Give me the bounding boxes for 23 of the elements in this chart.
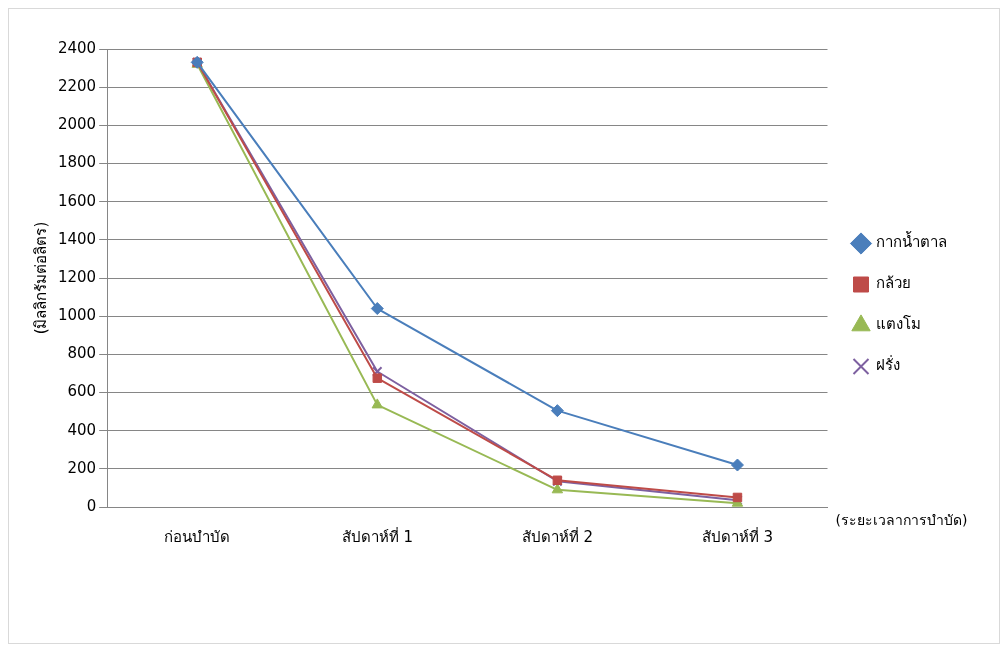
y-tick-label: 1400 (57, 229, 97, 248)
y-axis-title: (มิลลิกรัมต่อลิตร) (31, 221, 50, 335)
x-tick-label: ก่อนบำบัด (164, 527, 231, 546)
x-tick-label: สัปดาห์ที่ 1 (341, 525, 413, 546)
y-tick-label: 1800 (57, 153, 97, 172)
y-tick-label: 1200 (57, 267, 97, 286)
y-tick-label: 400 (67, 420, 97, 439)
y-tick-label: 1600 (57, 191, 97, 210)
legend-label: กล้วย (876, 274, 911, 293)
x-axis-title: (ระยะเวลาการบำบัด) (835, 511, 968, 528)
y-tick-label: 200 (67, 458, 97, 477)
x-tick-label: สัปดาห์ที่ 2 (521, 525, 594, 546)
y-tick-label: 1000 (57, 306, 97, 325)
legend-label: กากน้ำตาล (876, 231, 947, 252)
y-tick-label: 0 (86, 496, 97, 515)
y-tick-label: 2400 (57, 38, 97, 57)
y-tick-label: 2000 (57, 115, 97, 134)
legend-label: ฝรั่ง (876, 354, 900, 375)
legend-label: แตงโม (876, 315, 921, 334)
y-tick-label: 2200 (57, 77, 97, 96)
y-tick-label: 600 (67, 382, 97, 401)
y-tick-label: 800 (67, 344, 97, 363)
x-tick-label: สัปดาห์ที่ 3 (701, 525, 774, 546)
